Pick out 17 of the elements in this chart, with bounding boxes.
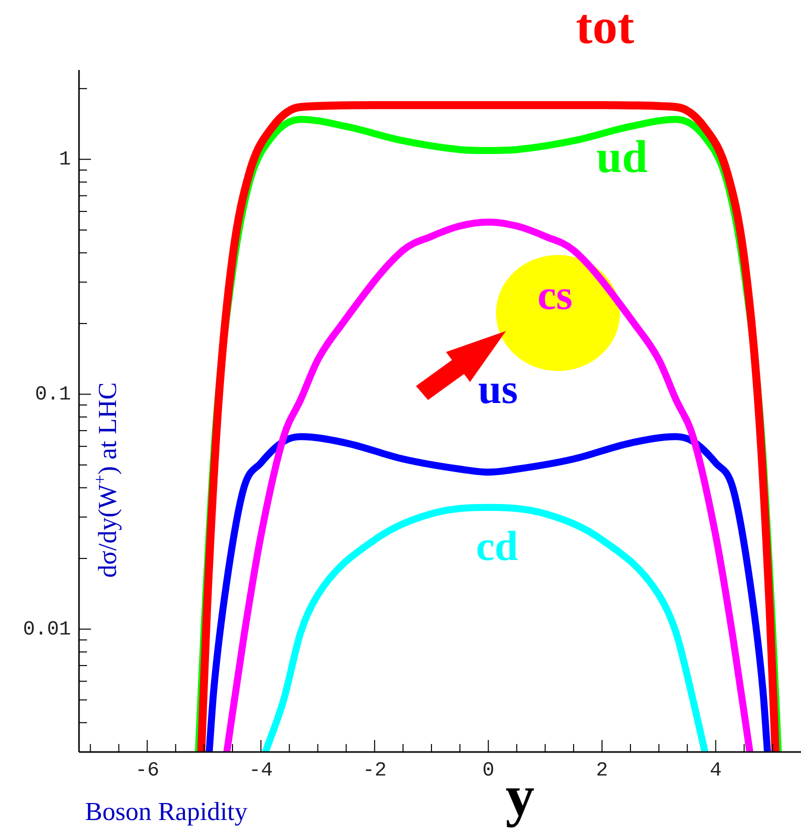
x-tick-label: 0 [482, 759, 494, 782]
x-tick-label: -6 [135, 759, 160, 782]
text: Boson Rapidity [85, 796, 248, 826]
x-tick-label: -2 [362, 759, 387, 782]
x-axis-title: y [506, 762, 534, 828]
series-label: cd [476, 524, 518, 570]
series-label: ud [596, 130, 648, 182]
y-tick-label: 1 [58, 148, 71, 172]
series-label: tot [576, 0, 634, 54]
y-tick-label: 0.1 [34, 384, 71, 407]
series-label: us [478, 366, 518, 413]
series-label: cs [538, 272, 572, 319]
y-axis-title: dσ/dy(W+) at LHC [90, 382, 122, 578]
x-tick-label: -4 [248, 759, 273, 782]
x-tick-label: 4 [710, 759, 722, 782]
y-tick-label: 0.01 [22, 618, 71, 642]
x-tick-label: 2 [596, 759, 608, 782]
